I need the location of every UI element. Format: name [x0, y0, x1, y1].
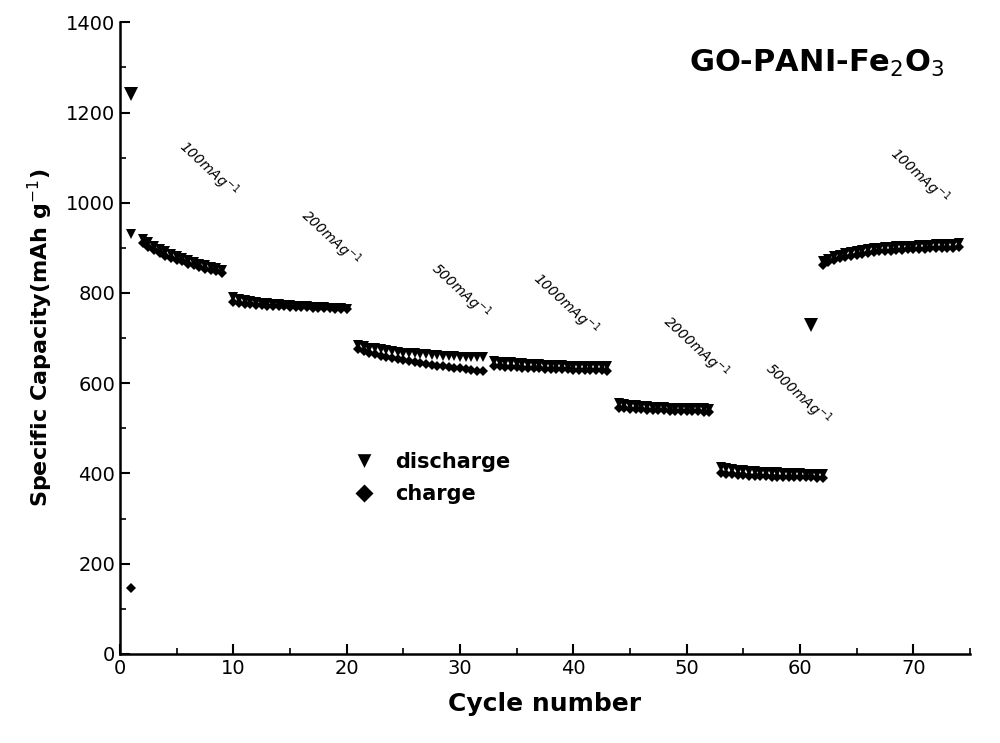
Legend: discharge, charge: discharge, charge [343, 452, 510, 504]
Text: 5000mAg$^{-1}$: 5000mAg$^{-1}$ [760, 358, 836, 430]
Text: 200mAg$^{-1}$: 200mAg$^{-1}$ [296, 205, 364, 271]
Y-axis label: Specific Capacity(mAh g$^{-1}$): Specific Capacity(mAh g$^{-1}$) [26, 169, 55, 507]
Text: GO-PANI-Fe$_2$O$_3$: GO-PANI-Fe$_2$O$_3$ [689, 48, 944, 79]
Text: 1000mAg$^{-1}$: 1000mAg$^{-1}$ [528, 268, 603, 340]
Text: 500mAg$^{-1}$: 500mAg$^{-1}$ [426, 259, 495, 325]
X-axis label: Cycle number: Cycle number [448, 692, 642, 716]
Text: 100mAg$^{-1}$: 100mAg$^{-1}$ [174, 137, 243, 203]
Text: 2000mAg$^{-1}$: 2000mAg$^{-1}$ [658, 311, 734, 383]
Text: 100mAg$^{-1}$: 100mAg$^{-1}$ [885, 143, 954, 210]
